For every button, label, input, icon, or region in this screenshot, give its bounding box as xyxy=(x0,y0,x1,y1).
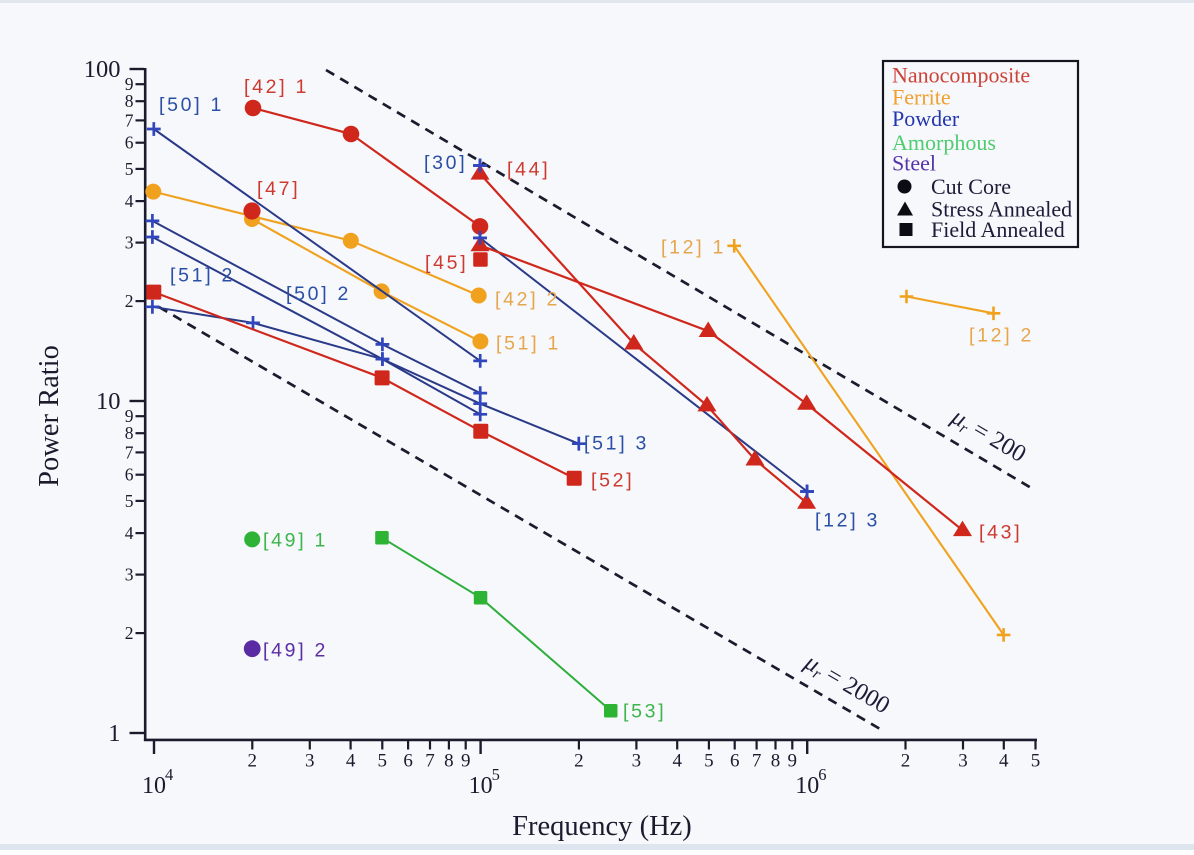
svg-text:1: 1 xyxy=(108,720,120,747)
svg-text:4: 4 xyxy=(165,765,173,784)
svg-text:2: 2 xyxy=(248,751,258,772)
svg-text:2: 2 xyxy=(125,623,134,643)
svg-text:[51] 1: [51] 1 xyxy=(496,333,561,355)
svg-text:3: 3 xyxy=(632,751,642,772)
svg-text:Stress Annealed: Stress Annealed xyxy=(931,197,1072,222)
svg-text:[53]: [53] xyxy=(623,701,666,723)
svg-text:[12] 2: [12] 2 xyxy=(969,325,1034,347)
svg-text:4: 4 xyxy=(125,191,134,211)
svg-text:Steel: Steel xyxy=(892,151,936,176)
svg-text:9: 9 xyxy=(788,751,798,772)
svg-text:3: 3 xyxy=(305,751,315,772)
svg-text:Power Ratio: Power Ratio xyxy=(34,345,65,487)
svg-text:5: 5 xyxy=(125,491,134,511)
svg-text:[44]: [44] xyxy=(507,159,550,181)
svg-text:9: 9 xyxy=(125,406,134,426)
svg-text:5: 5 xyxy=(378,751,388,772)
svg-text:[51] 3: [51] 3 xyxy=(584,433,649,455)
svg-text:3: 3 xyxy=(125,233,134,253)
svg-text:10: 10 xyxy=(469,773,493,799)
svg-text:Powder: Powder xyxy=(892,106,960,131)
svg-text:[50] 1: [50] 1 xyxy=(159,94,224,116)
svg-text:2: 2 xyxy=(574,751,584,772)
svg-text:[12] 3: [12] 3 xyxy=(815,510,880,532)
svg-text:3: 3 xyxy=(958,751,968,772)
svg-text:3: 3 xyxy=(125,565,134,585)
svg-text:[49] 1: [49] 1 xyxy=(263,530,328,552)
svg-text:8: 8 xyxy=(125,91,134,111)
svg-text:6: 6 xyxy=(125,133,134,153)
svg-text:Cut Core: Cut Core xyxy=(931,174,1011,199)
svg-text:5: 5 xyxy=(1031,751,1041,772)
svg-text:Amorphous: Amorphous xyxy=(892,130,996,155)
svg-text:7: 7 xyxy=(752,751,762,772)
svg-text:[45]: [45] xyxy=(425,252,468,274)
svg-text:[51] 2: [51] 2 xyxy=(170,265,235,287)
svg-text:8: 8 xyxy=(125,423,134,443)
svg-text:6: 6 xyxy=(818,765,826,784)
svg-text:9: 9 xyxy=(125,74,134,94)
svg-text:6: 6 xyxy=(125,465,134,485)
svg-text:5: 5 xyxy=(704,751,714,772)
svg-text:2: 2 xyxy=(125,291,134,311)
svg-text:8: 8 xyxy=(771,751,781,772)
svg-text:8: 8 xyxy=(444,751,454,772)
svg-text:[42] 2: [42] 2 xyxy=(495,289,560,311)
svg-text:4: 4 xyxy=(346,751,356,772)
svg-text:10: 10 xyxy=(142,773,166,799)
svg-text:[30]: [30] xyxy=(424,152,467,174)
svg-text:6: 6 xyxy=(730,751,740,772)
svg-text:Field Annealed: Field Annealed xyxy=(931,217,1065,242)
svg-text:Ferrite: Ferrite xyxy=(892,85,951,110)
svg-text:7: 7 xyxy=(425,751,435,772)
svg-text:5: 5 xyxy=(492,765,500,784)
svg-text:10: 10 xyxy=(795,773,819,799)
svg-text:4: 4 xyxy=(125,523,134,543)
svg-text:[52]: [52] xyxy=(591,470,634,492)
svg-text:Frequency (Hz): Frequency (Hz) xyxy=(512,811,692,842)
svg-text:[12] 1: [12] 1 xyxy=(661,237,726,259)
svg-text:2: 2 xyxy=(901,751,911,772)
svg-text:100: 100 xyxy=(84,56,121,83)
svg-text:10: 10 xyxy=(96,388,121,415)
svg-text:7: 7 xyxy=(125,110,134,130)
svg-text:Nanocomposite: Nanocomposite xyxy=(892,63,1030,88)
svg-text:[42] 1: [42] 1 xyxy=(244,76,309,98)
svg-text:6: 6 xyxy=(403,751,413,772)
svg-text:[47]: [47] xyxy=(257,178,300,200)
svg-text:4: 4 xyxy=(999,751,1009,772)
svg-text:[49] 2: [49] 2 xyxy=(263,640,328,662)
svg-text:[43]: [43] xyxy=(979,522,1022,544)
svg-text:7: 7 xyxy=(125,442,134,462)
svg-text:5: 5 xyxy=(125,159,134,179)
svg-text:[50] 2: [50] 2 xyxy=(286,283,351,305)
svg-text:4: 4 xyxy=(672,751,682,772)
svg-text:9: 9 xyxy=(461,751,471,772)
